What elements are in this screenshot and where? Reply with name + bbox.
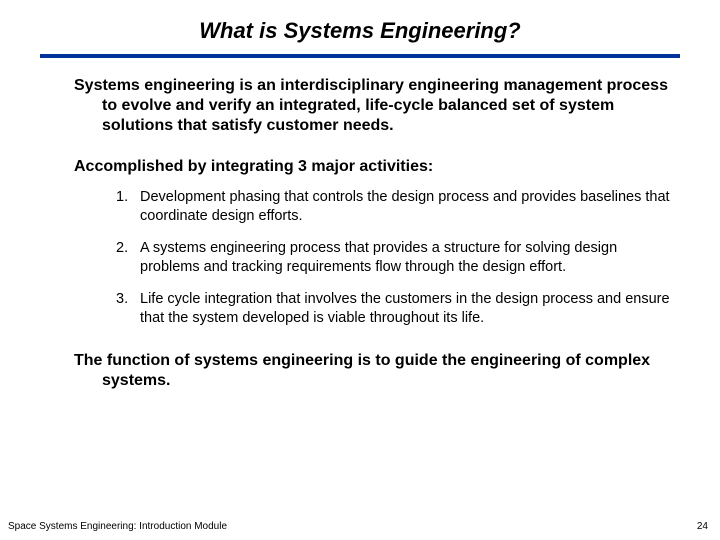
- slide-footer: Space Systems Engineering: Introduction …: [8, 521, 708, 532]
- slide-title: What is Systems Engineering?: [40, 18, 680, 54]
- list-item: 3. Life cycle integration that involves …: [116, 290, 680, 327]
- list-item-text: Development phasing that controls the de…: [140, 188, 680, 225]
- conclusion-text: The function of systems engineering is t…: [40, 351, 680, 391]
- list-number: 3.: [116, 290, 140, 327]
- list-item-text: A systems engineering process that provi…: [140, 239, 680, 276]
- activities-subheading: Accomplished by integrating 3 major acti…: [40, 158, 680, 176]
- footer-left: Space Systems Engineering: Introduction …: [8, 521, 227, 532]
- definition-text: Systems engineering is an interdisciplin…: [74, 76, 680, 136]
- list-number: 2.: [116, 239, 140, 276]
- list-item: 2. A systems engineering process that pr…: [116, 239, 680, 276]
- list-item: 1. Development phasing that controls the…: [116, 188, 680, 225]
- title-rule: [40, 54, 680, 58]
- list-item-text: Life cycle integration that involves the…: [140, 290, 680, 327]
- page-number: 24: [697, 521, 708, 532]
- slide: What is Systems Engineering? Systems eng…: [0, 0, 720, 540]
- activities-list: 1. Development phasing that controls the…: [40, 188, 680, 327]
- list-number: 1.: [116, 188, 140, 225]
- definition-block: Systems engineering is an interdisciplin…: [40, 76, 680, 136]
